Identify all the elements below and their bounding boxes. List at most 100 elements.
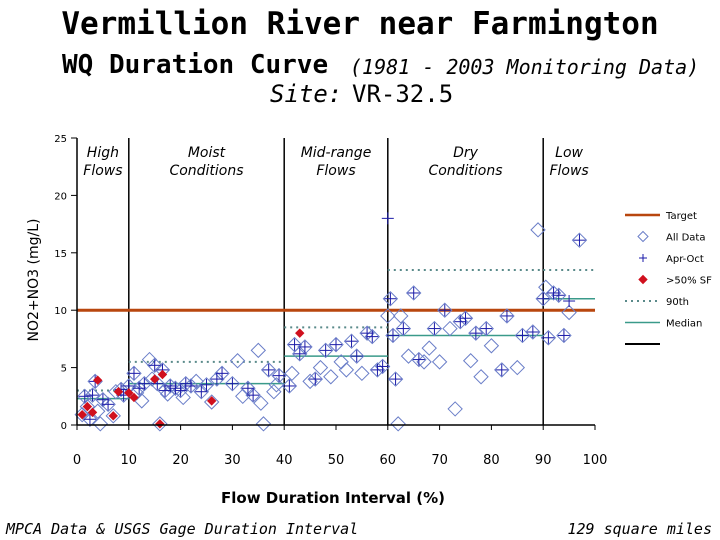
all-data-point <box>312 359 329 376</box>
high-flow-point <box>295 328 305 338</box>
apr-oct-point <box>330 338 342 351</box>
y-tick-label: 0 <box>61 421 67 432</box>
legend-swatch <box>638 274 648 285</box>
all-data-point <box>338 362 355 378</box>
all-data-point <box>354 365 370 382</box>
legend-label: Apr-Oct <box>666 254 704 265</box>
legend-swatch <box>639 254 647 262</box>
y-tick-label: 15 <box>54 249 67 260</box>
zone-label: Flows <box>549 163 588 179</box>
apr-oct-point <box>495 363 508 376</box>
all-data-point <box>525 324 541 340</box>
apr-oct-point <box>557 329 570 342</box>
all-data-point <box>175 389 191 406</box>
y-tick-label: 20 <box>54 191 67 202</box>
all-data-point <box>468 325 484 341</box>
all-data-point <box>92 416 109 432</box>
apr-oct-point <box>247 389 260 402</box>
all-data-point <box>364 328 380 345</box>
all-data-point <box>387 371 404 387</box>
apr-oct-point <box>412 353 425 366</box>
axes: 0 5 10 15 20 25 0 10 20 30 40 50 60 70 80 90 100 <box>54 134 607 468</box>
apr-oct-point <box>138 377 151 390</box>
apr-oct-point <box>262 363 275 376</box>
all-data-point <box>499 308 515 324</box>
all-data-point <box>152 416 168 432</box>
apr-oct-point <box>459 312 472 325</box>
all-data-point <box>136 375 153 392</box>
all-data-point <box>250 342 267 359</box>
all-data-point <box>323 369 339 385</box>
all-data-point <box>400 348 417 364</box>
all-data-point <box>292 346 308 362</box>
apr-oct-point <box>386 329 399 342</box>
all-data-point <box>162 378 178 394</box>
apr-oct-point <box>78 390 91 403</box>
x-tick-label: 100 <box>583 453 608 468</box>
apr-oct-point <box>83 413 96 426</box>
apr-oct-point <box>174 384 187 397</box>
all-data-point <box>452 313 469 330</box>
apr-oct-point <box>526 326 539 339</box>
all-data-point <box>442 320 458 337</box>
all-data-point <box>556 327 572 344</box>
zone-label: Flows <box>316 163 355 179</box>
all-data-point <box>271 367 287 384</box>
zone-label: High <box>87 145 119 161</box>
all-data-point <box>203 394 220 410</box>
all-data-point <box>113 381 129 398</box>
high-flow-point <box>77 409 87 420</box>
all-data-point <box>245 387 261 403</box>
high-flow-point <box>157 369 168 380</box>
apr-oct-point <box>454 315 467 328</box>
apr-oct-point <box>361 327 374 340</box>
all-data-point <box>268 377 285 393</box>
apr-oct-point <box>547 286 560 299</box>
all-data-point <box>540 330 557 346</box>
all-data-point <box>395 320 412 337</box>
apr-oct-point <box>210 373 223 386</box>
apr-oct-point <box>86 389 99 402</box>
legend-swatch <box>637 230 649 243</box>
all-data-point <box>79 398 96 415</box>
all-data-point <box>571 232 588 248</box>
all-data-point <box>224 375 241 392</box>
zone-label: Flows <box>83 163 122 179</box>
all-data-point <box>343 333 360 349</box>
all-data-point <box>473 369 489 385</box>
apr-oct-point <box>159 384 172 397</box>
all-data-point <box>260 362 277 378</box>
all-data-point <box>561 304 577 321</box>
all-data-point <box>284 365 300 382</box>
legend-label: 90th <box>666 297 689 308</box>
apr-oct-point <box>164 379 177 392</box>
x-tick-label: 20 <box>172 453 189 468</box>
high-flow-point <box>206 396 217 406</box>
x-tick-label: 40 <box>276 453 293 468</box>
all-data-point <box>77 388 93 405</box>
x-tick-label: 70 <box>431 453 448 468</box>
all-data-point <box>374 358 391 375</box>
apr-oct-point <box>389 373 402 386</box>
chart-subtitle: WQ Duration Curve <box>62 50 329 80</box>
x-axis-label: Flow Duration Interval (%) <box>221 489 445 507</box>
all-data-point <box>146 357 163 374</box>
apr-oct-point <box>428 322 441 335</box>
zone-label: Dry <box>453 145 479 161</box>
all-data-point <box>266 384 282 400</box>
high-flow-point <box>149 374 160 384</box>
all-data-point <box>483 338 500 354</box>
all-data-point <box>159 386 176 402</box>
apr-oct-point <box>226 377 239 390</box>
all-data-point <box>535 291 551 307</box>
high-flow-point <box>113 387 124 397</box>
apr-oct-point <box>273 369 286 382</box>
high-flow-point <box>129 392 139 403</box>
apr-oct-point <box>200 378 213 391</box>
all-data-point <box>447 401 463 417</box>
high-flow-point <box>155 419 165 429</box>
legend-label: All Data <box>666 233 705 244</box>
apr-oct-point <box>241 382 254 395</box>
apr-oct-point <box>366 330 379 343</box>
